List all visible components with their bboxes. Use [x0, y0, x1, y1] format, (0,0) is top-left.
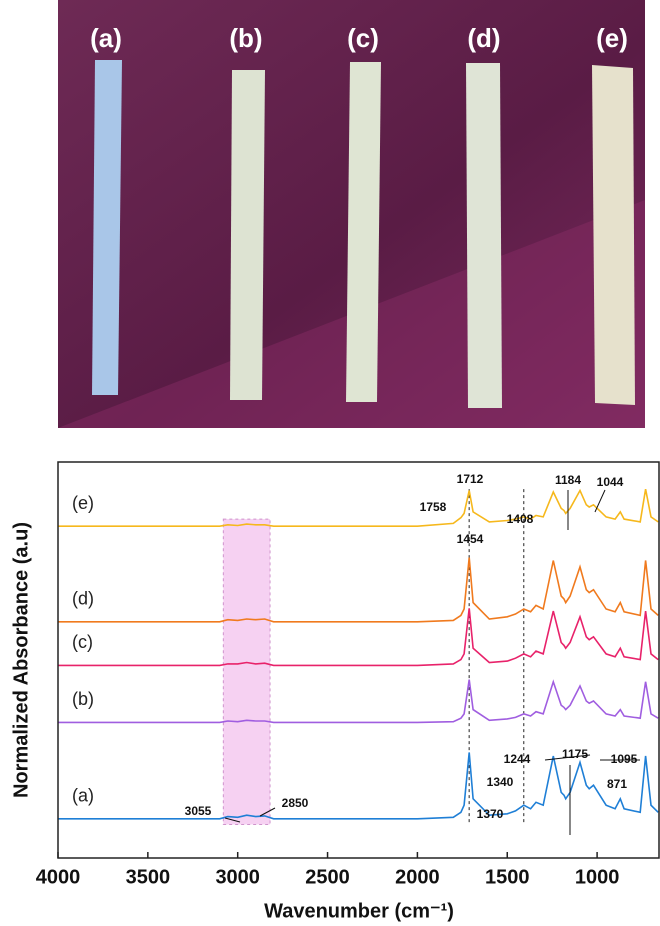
x-tick-label: 2500	[305, 866, 350, 888]
annotation: 1044	[597, 475, 624, 489]
annotation: 871	[607, 777, 627, 791]
series-label: (d)	[72, 589, 94, 609]
series-label: (e)	[72, 493, 94, 513]
annotation: 2850	[282, 796, 309, 810]
strip	[230, 70, 265, 400]
strip	[92, 60, 122, 395]
annotation: 1095	[611, 752, 638, 766]
arrow	[544, 754, 591, 761]
chart: (a) (b) (c) (d) (e) 1712 1758 1454 1408 1184 1044 1…	[10, 461, 660, 922]
series-line	[58, 488, 659, 527]
photo: (a) (b) (c) (d) (e)	[58, 0, 645, 428]
annotation: 3055	[185, 804, 212, 818]
annotation: 1340	[487, 775, 514, 789]
x-tick-label: 4000	[36, 866, 81, 888]
arrow	[224, 817, 241, 823]
y-axis-label: Normalized Absorbance (a.u)	[10, 522, 32, 798]
arrow	[594, 489, 606, 513]
series-label: (c)	[72, 632, 93, 652]
annotation: 1175	[562, 747, 588, 761]
series-line	[58, 608, 659, 667]
x-tick-label: 3500	[126, 866, 171, 888]
series-line	[58, 557, 659, 623]
x-axis-label: Wavenumber (cm⁻¹)	[264, 900, 454, 922]
x-tick-label: 2000	[395, 866, 440, 888]
annotation: 1758	[420, 500, 447, 514]
annotation: 1454	[457, 532, 484, 546]
x-tick-label: 3000	[215, 866, 260, 888]
strip	[466, 63, 502, 408]
x-tick-label: 1500	[485, 866, 530, 888]
plot-frame	[57, 461, 660, 859]
series-line	[58, 752, 659, 820]
series-line	[58, 679, 659, 724]
annotation: 1184	[555, 473, 581, 487]
photo-label: (b)	[229, 23, 262, 53]
photo-label: (d)	[467, 23, 500, 53]
strip	[346, 62, 381, 402]
photo-label: (a)	[90, 23, 122, 53]
series-label: (b)	[72, 689, 94, 709]
arrow	[259, 807, 276, 817]
photo-label: (e)	[596, 23, 628, 53]
photo-label: (c)	[347, 23, 379, 53]
highlight-band	[222, 518, 271, 825]
strip	[592, 65, 635, 405]
annotation: 1712	[457, 472, 484, 486]
series-label: (a)	[72, 786, 94, 806]
x-tick-label: 1000	[575, 866, 620, 888]
annotation: 1370	[477, 807, 504, 821]
annotation: 1244	[504, 752, 531, 766]
annotation: 1408	[507, 512, 534, 526]
